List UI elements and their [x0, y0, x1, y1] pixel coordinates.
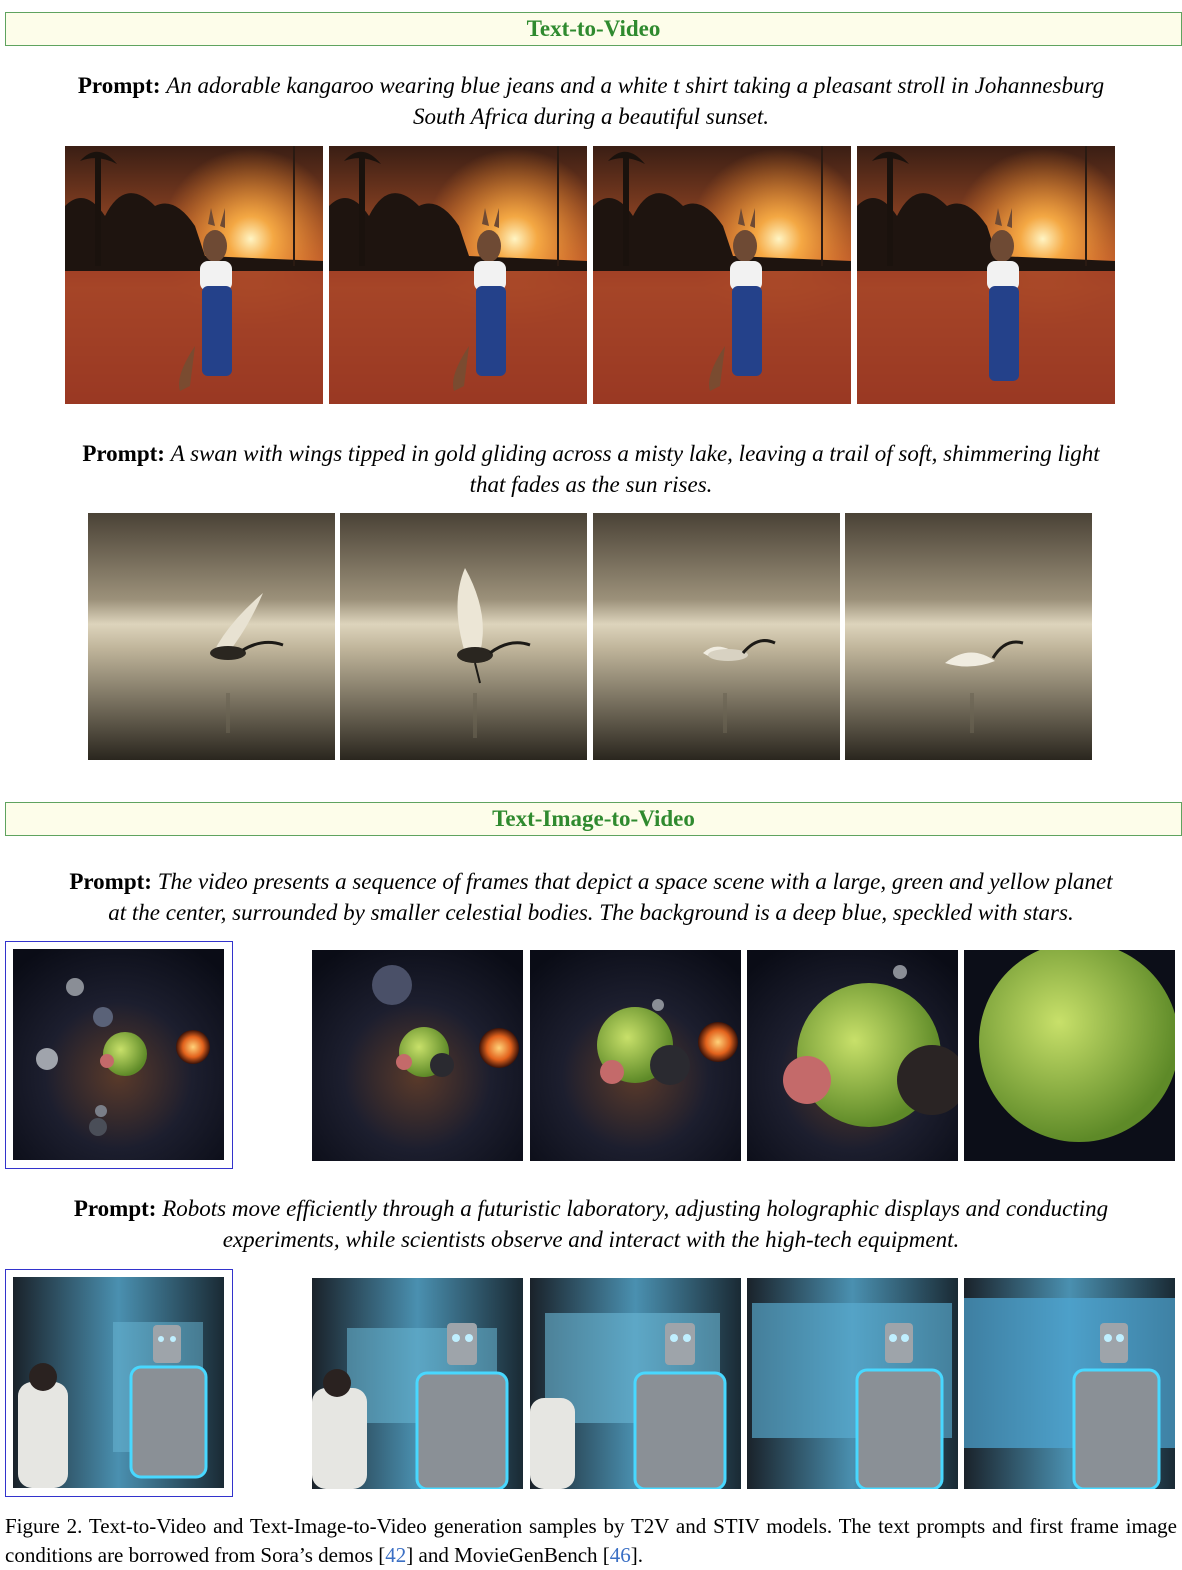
prompt-text-line1: A swan with wings tipped in gold gliding… — [170, 441, 1100, 466]
prompt-space: Prompt: The video presents a sequence of… — [0, 866, 1182, 928]
prompt-robots: Prompt: Robots move efficiently through … — [0, 1193, 1182, 1255]
prompt-kangaroo: Prompt: An adorable kangaroo wearing blu… — [0, 70, 1182, 132]
prompt-text-line2: experiments, while scientists observe an… — [222, 1227, 960, 1252]
robot-frame-2 — [530, 1278, 741, 1489]
prompt-text-line2: South Africa during a beautiful sunset. — [412, 104, 770, 129]
prompt-label: Prompt: — [69, 869, 158, 894]
section-header-text-image-to-video: Text-Image-to-Video — [5, 802, 1182, 836]
figure-caption: Figure 2. Text-to-Video and Text-Image-t… — [5, 1512, 1177, 1570]
caption-text: ] and MovieGenBench [ — [406, 1543, 610, 1567]
kangaroo-frame-3 — [593, 146, 851, 404]
prompt-text-line2: at the center, surrounded by smaller cel… — [108, 900, 1074, 925]
robot-frame-3 — [747, 1278, 958, 1489]
kangaroo-frame-4 — [857, 146, 1115, 404]
citation-link[interactable]: 46 — [609, 1543, 631, 1567]
section-header-text-to-video: Text-to-Video — [5, 12, 1182, 46]
section-title: Text-to-Video — [526, 16, 661, 41]
prompt-text-line1: An adorable kangaroo wearing blue jeans … — [166, 73, 1105, 98]
prompt-label: Prompt: — [77, 73, 167, 98]
robot-frame-4 — [964, 1278, 1175, 1489]
prompt-text-line1: The video presents a sequence of frames … — [157, 869, 1113, 894]
swan-frame-1 — [88, 513, 335, 760]
space-frame-1 — [312, 950, 523, 1161]
space-condition-frame — [13, 949, 224, 1160]
caption-text: ]. — [630, 1543, 644, 1567]
section-title: Text-Image-to-Video — [492, 806, 695, 831]
space-frame-3 — [747, 950, 958, 1161]
swan-frame-3 — [593, 513, 840, 760]
space-frame-2 — [530, 950, 741, 1161]
prompt-label: Prompt: — [73, 1196, 163, 1221]
prompt-label: Prompt: — [82, 441, 171, 466]
robot-condition-image — [5, 1269, 233, 1497]
kangaroo-frame-1 — [65, 146, 323, 404]
prompt-swan: Prompt: A swan with wings tipped in gold… — [0, 438, 1182, 500]
robot-condition-frame — [13, 1277, 224, 1488]
swan-frame-4 — [845, 513, 1092, 760]
space-condition-image — [5, 941, 233, 1169]
space-frame-4 — [964, 950, 1175, 1161]
prompt-text-line1: Robots move efficiently through a futuri… — [162, 1196, 1109, 1221]
swan-frame-2 — [340, 513, 587, 760]
citation-link[interactable]: 42 — [385, 1543, 407, 1567]
prompt-text-line2: that fades as the sun rises. — [469, 472, 713, 497]
kangaroo-frame-2 — [329, 146, 587, 404]
robot-frame-1 — [312, 1278, 523, 1489]
caption-text: Figure 2. Text-to-Video and Text-Image-t… — [5, 1514, 1177, 1567]
